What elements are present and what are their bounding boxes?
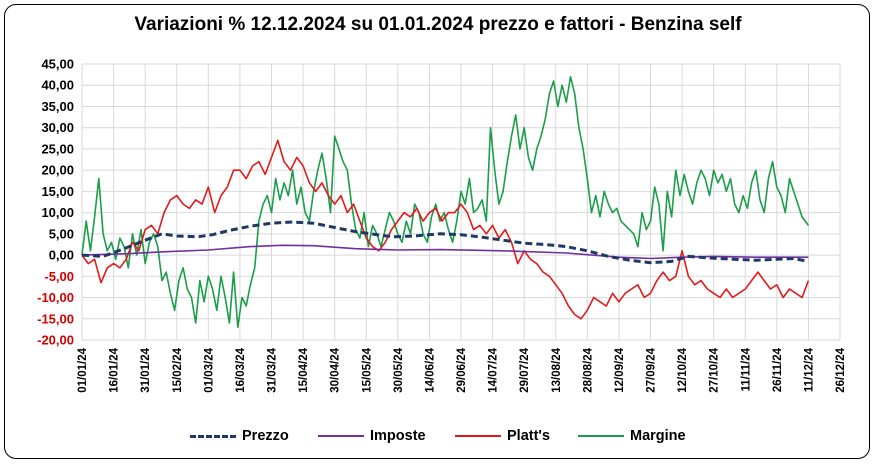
x-tick-label: 30/04/24 — [330, 347, 342, 392]
legend-swatch — [578, 435, 624, 437]
x-tick-label: 16/01/24 — [109, 347, 121, 392]
legend-swatch — [318, 435, 364, 437]
x-axis-ticks: 01/01/24 16/01/24 31/01/24 15/02/24 01/03/24… — [77, 347, 847, 392]
chart-frame — [4, 4, 870, 459]
y-tick-label: 40,00 — [41, 78, 74, 93]
x-tick-label: 28/08/24 — [582, 347, 594, 392]
x-tick-label: 15/04/24 — [298, 347, 310, 392]
x-tick-label: 13/08/24 — [551, 347, 563, 392]
x-tick-label: 27/09/24 — [646, 347, 658, 392]
y-tick-label: 30,00 — [41, 120, 74, 135]
y-tick-label: 10,00 — [41, 205, 74, 220]
series-line-platts — [81, 139, 810, 320]
x-tick-label: 11/12/24 — [803, 347, 815, 392]
legend-label: Platt's — [507, 428, 550, 444]
x-tick-label: 31/03/24 — [267, 347, 279, 392]
x-tick-label: 14/06/24 — [424, 347, 436, 392]
x-tick-label: 01/03/24 — [203, 347, 215, 392]
gridlines — [81, 63, 841, 341]
legend: Prezzo Imposte Platt's Margine — [0, 424, 876, 448]
legend-label: Imposte — [370, 428, 426, 444]
x-tick-label: 29/06/24 — [456, 347, 468, 392]
y-tick-label: 20,00 — [41, 163, 74, 178]
x-tick-label: 26/12/24 — [835, 347, 847, 392]
x-tick-label: 11/11/24 — [740, 347, 752, 391]
y-tick-label: -20,00 — [37, 333, 74, 348]
x-tick-label: 15/05/24 — [361, 347, 373, 392]
x-tick-label: 27/10/24 — [709, 347, 721, 392]
x-tick-label: 29/07/24 — [519, 347, 531, 392]
x-tick-label: 16/03/24 — [235, 347, 247, 392]
legend-swatch — [190, 434, 236, 438]
x-tick-label: 01/01/24 — [77, 347, 89, 392]
y-tick-label: -10,00 — [37, 290, 74, 305]
legend-label: Prezzo — [242, 428, 289, 444]
x-tick-label: 12/10/24 — [677, 347, 689, 392]
y-tick-label: 25,00 — [41, 141, 74, 156]
y-tick-label: 5,00 — [49, 226, 74, 241]
legend-label: Margine — [630, 428, 686, 444]
y-tick-label: 45,00 — [41, 57, 74, 72]
series-line-prezzo — [81, 220, 809, 265]
series-line-imposte — [81, 244, 809, 260]
x-tick-label: 14/07/24 — [488, 347, 500, 392]
x-tick-label: 30/05/24 — [393, 347, 405, 392]
y-tick-label: 0,00 — [49, 248, 74, 263]
legend-item-imposte: Imposte — [318, 424, 426, 448]
series-lines — [81, 75, 810, 329]
y-tick-label: -15,00 — [37, 311, 74, 326]
x-tick-label: 12/09/24 — [614, 347, 626, 392]
legend-swatch — [455, 435, 501, 437]
legend-item-platts: Platt's — [455, 424, 550, 448]
y-tick-label: -5,00 — [44, 269, 74, 284]
x-tick-label: 26/11/24 — [772, 347, 784, 392]
y-axis-ticks: 45,00 40,00 35,00 30,00 25,00 20,00 15,00 10,00… — [37, 57, 74, 348]
y-tick-label: 35,00 — [41, 99, 74, 114]
x-tick-label: 15/02/24 — [172, 347, 184, 392]
legend-item-margine: Margine — [578, 424, 686, 448]
y-tick-label: 15,00 — [41, 184, 74, 199]
legend-item-prezzo: Prezzo — [190, 424, 289, 448]
chart-title: Variazioni % 12.12.2024 su 01.01.2024 pr… — [134, 14, 742, 35]
x-tick-label: 31/01/24 — [140, 347, 152, 392]
series-line-margine — [81, 75, 810, 329]
